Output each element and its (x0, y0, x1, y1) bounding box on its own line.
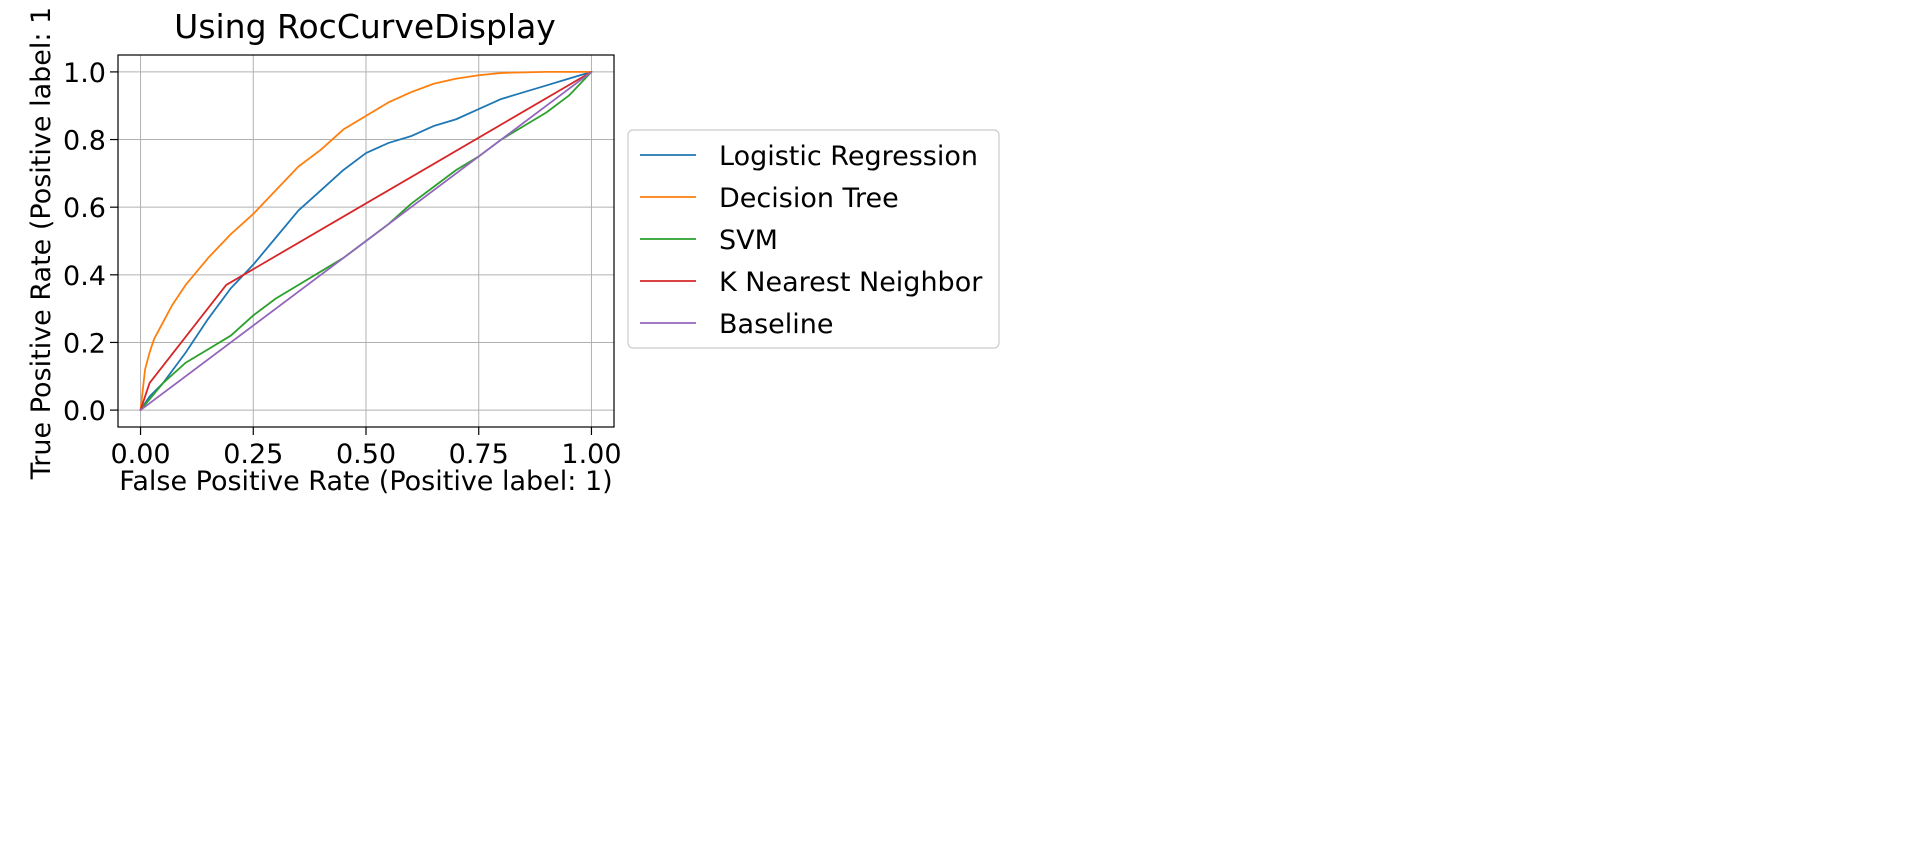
x-tick-label: 0.50 (336, 439, 396, 470)
legend-label-logistic-regression: Logistic Regression (719, 141, 978, 172)
y-tick-label: 0.0 (63, 396, 106, 427)
legend-label-decision-tree: Decision Tree (719, 183, 899, 214)
x-tick-label: 0.75 (449, 439, 509, 470)
y-tick-label: 0.8 (63, 126, 106, 157)
y-tick-label: 0.4 (63, 261, 106, 292)
y-axis-ticks: 0.0 0.2 0.4 0.6 0.8 1.0 (63, 58, 118, 427)
legend: Logistic Regression Decision Tree SVM K Nea… (640, 141, 983, 340)
y-tick-label: 0.2 (63, 328, 106, 359)
series-line-k-nearest-neighbor (139, 71, 593, 411)
y-axis-label: True Positive Rate (Positive label: 1 (26, 7, 57, 480)
plot-series (139, 71, 593, 411)
legend-box (627, 129, 1000, 349)
series-line-logistic-regression (139, 71, 593, 411)
y-tick-label: 1.0 (63, 58, 106, 89)
x-tick-label: 0.25 (223, 439, 283, 470)
legend-label-svm: SVM (719, 225, 778, 256)
x-axis-label: False Positive Rate (Positive label: 1) (119, 466, 612, 497)
legend-label-baseline: Baseline (719, 309, 833, 340)
x-tick-label: 0.00 (110, 439, 170, 470)
grid-lines (118, 55, 614, 427)
chart-title: Using RocCurveDisplay (174, 7, 556, 46)
x-axis-ticks: 0.00 0.25 0.50 0.75 1.00 (110, 427, 622, 470)
x-tick-label: 1.00 (561, 439, 621, 470)
y-tick-label: 0.6 (63, 193, 106, 224)
series-line-decision-tree (139, 71, 593, 411)
legend-label-k-nearest-neighbor: K Nearest Neighbor (719, 267, 983, 298)
series-line-baseline (139, 71, 593, 411)
